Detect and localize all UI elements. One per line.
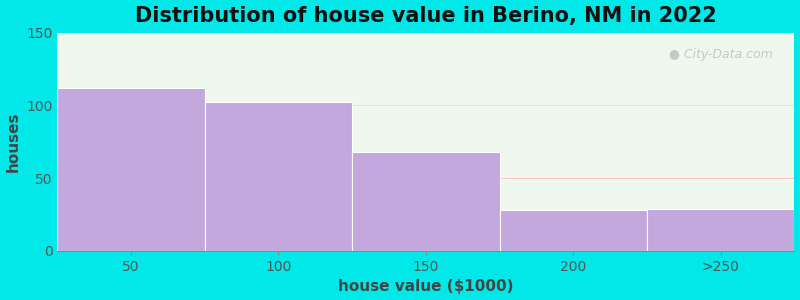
X-axis label: house value ($1000): house value ($1000) bbox=[338, 279, 514, 294]
Bar bbox=[500, 210, 647, 251]
Title: Distribution of house value in Berino, NM in 2022: Distribution of house value in Berino, N… bbox=[135, 6, 717, 26]
Bar bbox=[352, 152, 500, 251]
Text: ● City-Data.com: ● City-Data.com bbox=[669, 48, 772, 61]
Y-axis label: houses: houses bbox=[6, 112, 21, 172]
Bar bbox=[58, 88, 205, 251]
Bar bbox=[205, 103, 352, 251]
Bar bbox=[647, 209, 794, 251]
